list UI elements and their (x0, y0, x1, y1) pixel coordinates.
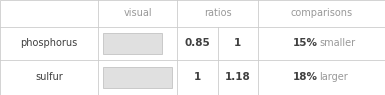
Text: 1: 1 (234, 38, 241, 48)
Text: sulfur: sulfur (35, 72, 63, 82)
Text: 15%: 15% (293, 38, 318, 48)
Text: phosphorus: phosphorus (20, 38, 78, 48)
Text: 0.85: 0.85 (184, 38, 210, 48)
Text: visual: visual (123, 8, 152, 18)
Text: ratios: ratios (204, 8, 231, 18)
Bar (103, 33, 162, 54)
Text: comparisons: comparisons (290, 8, 353, 18)
Text: 1.18: 1.18 (225, 72, 251, 82)
Text: 18%: 18% (293, 72, 318, 82)
Text: 1: 1 (194, 72, 201, 82)
Text: larger: larger (320, 72, 348, 82)
Bar (103, 67, 172, 88)
Text: smaller: smaller (320, 38, 356, 48)
